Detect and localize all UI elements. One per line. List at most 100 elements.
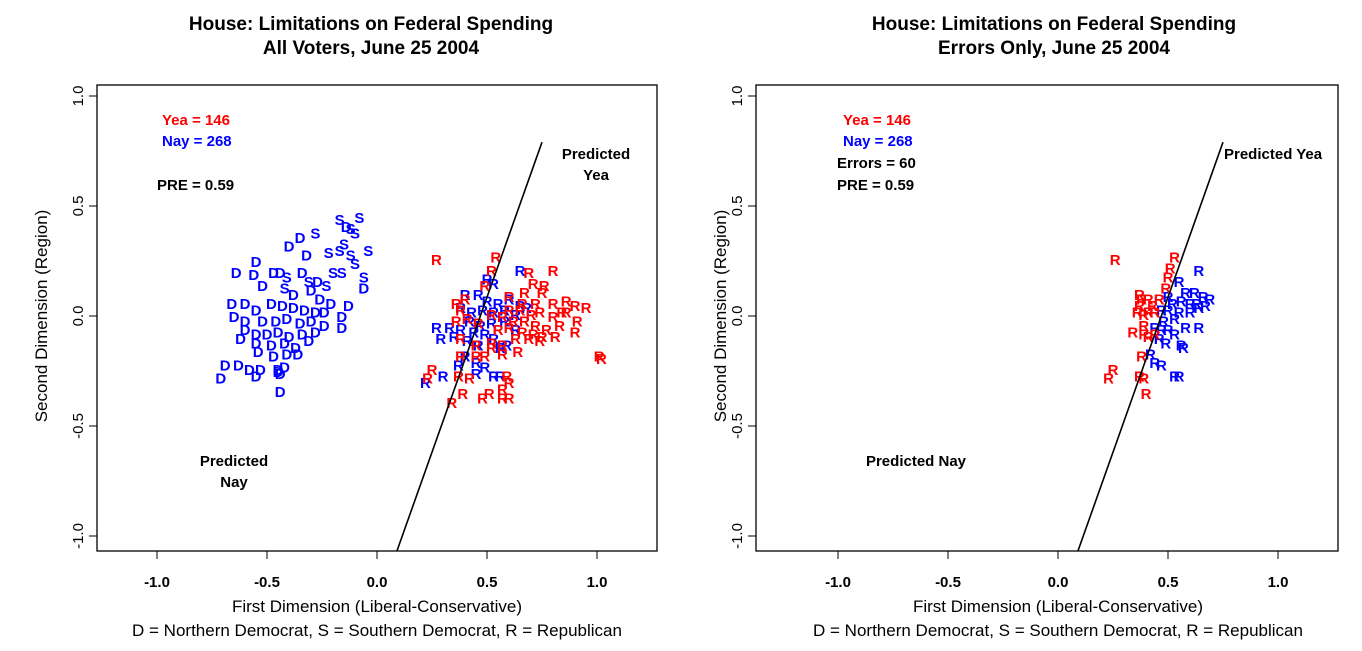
x-tick-label: 0.5 xyxy=(1158,574,1179,591)
data-point: R xyxy=(438,368,449,385)
data-point: R xyxy=(554,318,565,335)
data-point: D xyxy=(266,338,277,355)
data-point: D xyxy=(240,296,251,313)
data-point: R xyxy=(1138,327,1149,344)
x-tick-label: -1.0 xyxy=(825,574,851,591)
data-point: R xyxy=(460,287,471,304)
y-tick-label: -1.0 xyxy=(70,523,87,549)
data-point: R xyxy=(486,335,497,352)
data-point: D xyxy=(240,322,251,339)
data-point: R xyxy=(581,300,592,317)
data-point: D xyxy=(235,331,246,348)
data-point: R xyxy=(455,322,466,339)
x-axis-label-legend: D = Northern Democrat, S = Southern Demo… xyxy=(813,621,1303,640)
data-point: R xyxy=(519,285,530,302)
data-point: R xyxy=(570,298,581,315)
x-tick-label: -0.5 xyxy=(254,574,280,591)
data-point: R xyxy=(422,371,433,388)
data-point: R xyxy=(420,375,431,392)
data-point: R xyxy=(479,327,490,344)
data-point: R xyxy=(446,395,457,412)
data-point: R xyxy=(477,390,488,407)
data-point: R xyxy=(596,351,607,368)
data-point: R xyxy=(431,320,442,337)
data-point: D xyxy=(297,327,308,344)
data-point: R xyxy=(1191,296,1202,313)
data-point: D xyxy=(314,291,325,308)
data-point: R xyxy=(1138,371,1149,388)
data-point: R xyxy=(523,331,534,348)
data-point: R xyxy=(462,333,473,350)
data-point: R xyxy=(473,287,484,304)
data-point: D xyxy=(279,335,290,352)
data-point: D xyxy=(257,278,268,295)
data-point: R xyxy=(1180,320,1191,337)
data-point: R xyxy=(1193,320,1204,337)
data-point: S xyxy=(310,225,320,242)
data-point: D xyxy=(275,366,286,383)
data-point: R xyxy=(528,327,539,344)
chart-title: House: Limitations on Federal Spending xyxy=(189,14,553,35)
chart-panel-all-voters: House: Limitations on Federal Spending A… xyxy=(32,14,658,640)
data-point: R xyxy=(466,305,477,322)
data-point: R xyxy=(455,331,466,348)
data-point: D xyxy=(290,340,301,357)
data-point: R xyxy=(548,296,559,313)
data-point: R xyxy=(1134,298,1145,315)
data-point: D xyxy=(279,360,290,377)
yea-count: Yea = 146 xyxy=(162,112,230,129)
data-point: R xyxy=(561,305,572,322)
data-point: R xyxy=(449,329,460,346)
x-axis-label-legend: D = Northern Democrat, S = Southern Demo… xyxy=(132,621,622,640)
data-point: R xyxy=(497,382,508,399)
y-tick-label: 0.5 xyxy=(729,196,746,217)
data-point: R xyxy=(1160,280,1171,297)
data-point: R xyxy=(1163,322,1174,339)
data-point: R xyxy=(1176,338,1187,355)
data-point: R xyxy=(486,263,497,280)
x-axis-label: First Dimension (Liberal-Conservative) xyxy=(913,597,1203,616)
data-point: R xyxy=(453,357,464,374)
data-point: R xyxy=(457,386,468,403)
data-point: D xyxy=(319,305,330,322)
data-point: R xyxy=(497,390,508,407)
data-point: R xyxy=(1127,324,1138,341)
predicted-yea-label-line2: Yea xyxy=(583,167,610,184)
data-point: R xyxy=(1158,313,1169,330)
data-point: D xyxy=(226,296,237,313)
data-point: R xyxy=(460,291,471,308)
data-point: R xyxy=(1149,320,1160,337)
data-point: D xyxy=(251,302,262,319)
data-point: D xyxy=(325,296,336,313)
x-tick-label: 0.5 xyxy=(477,574,498,591)
data-point: D xyxy=(303,333,314,350)
plot-frame xyxy=(755,84,1339,552)
data-point: R xyxy=(1163,302,1174,319)
x-axis: -1.0 -0.5 0.0 0.5 1.0 xyxy=(144,551,607,591)
data-point: R xyxy=(1138,307,1149,324)
data-point: D xyxy=(277,298,288,315)
data-point: R xyxy=(464,313,475,330)
data-point: S xyxy=(324,245,334,262)
data-point: R xyxy=(464,371,475,388)
data-point: D xyxy=(336,320,347,337)
data-point: R xyxy=(493,322,504,339)
data-point: D xyxy=(310,324,321,341)
data-point: S xyxy=(339,236,349,253)
y-axis-label: Second Dimension (Region) xyxy=(32,210,51,423)
nay-count: Nay = 268 xyxy=(843,133,913,150)
data-point: R xyxy=(515,298,526,315)
data-point: S xyxy=(354,210,364,227)
data-point: S xyxy=(350,256,360,273)
y-tick-label: 0.0 xyxy=(70,306,87,327)
data-point: D xyxy=(275,265,286,282)
data-point: R xyxy=(451,313,462,330)
data-point: R xyxy=(484,386,495,403)
data-point: R xyxy=(1156,322,1167,339)
chart-title: House: Limitations on Federal Spending xyxy=(872,14,1236,35)
data-point: R xyxy=(523,265,534,282)
y-tick-label: -0.5 xyxy=(70,413,87,439)
data-point: R xyxy=(1189,285,1200,302)
data-point: R xyxy=(1193,300,1204,317)
chart-subtitle: All Voters, June 25 2004 xyxy=(263,38,480,59)
